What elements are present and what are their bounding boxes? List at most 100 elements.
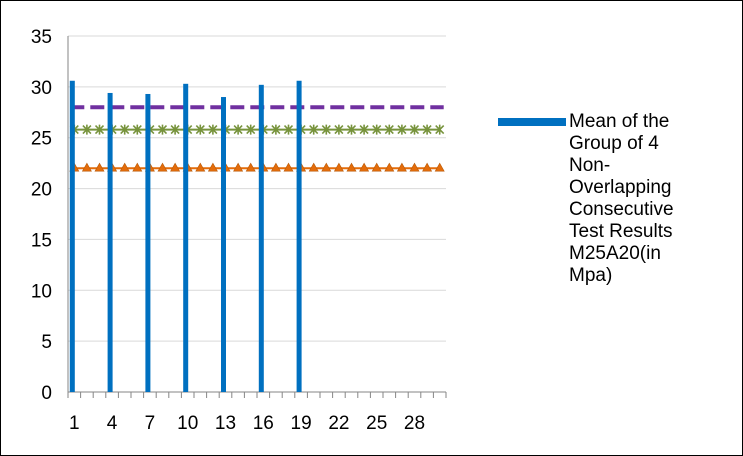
triangle-marker bbox=[245, 162, 256, 172]
triangle-marker bbox=[157, 162, 168, 172]
triangle-marker bbox=[434, 162, 445, 172]
legend-label-line: Group of 4 bbox=[569, 133, 659, 154]
x-tick-label: 25 bbox=[366, 413, 387, 434]
legend-label-line: Test Results bbox=[569, 221, 673, 242]
star-marker bbox=[283, 124, 294, 135]
star-marker-shape bbox=[132, 124, 142, 135]
star-marker-shape bbox=[157, 124, 168, 135]
star-marker bbox=[132, 124, 142, 135]
star-marker bbox=[435, 124, 445, 135]
legend-label: Mean of the Group of 4 Non- Overlapping Cons… bbox=[569, 111, 719, 287]
star-marker bbox=[321, 124, 331, 135]
triangle-marker bbox=[409, 162, 420, 172]
triangle-marker bbox=[308, 162, 319, 172]
star-marker bbox=[94, 124, 105, 135]
y-tick-label: 20 bbox=[31, 180, 52, 201]
star-marker-shape bbox=[309, 124, 319, 135]
x-tick-label: 28 bbox=[404, 413, 425, 434]
legend-swatch bbox=[498, 118, 566, 126]
star-marker-shape bbox=[346, 124, 357, 135]
star-marker-shape bbox=[195, 124, 205, 135]
y-tick-label: 15 bbox=[31, 230, 52, 251]
x-tick-label: 4 bbox=[107, 413, 118, 434]
x-tick-label: 22 bbox=[328, 413, 349, 434]
star-marker-shape bbox=[82, 124, 92, 135]
star-marker-shape bbox=[120, 124, 130, 135]
triangle-marker bbox=[270, 162, 281, 172]
triangle-marker bbox=[384, 162, 395, 172]
triangle-marker bbox=[422, 162, 433, 172]
star-marker bbox=[309, 124, 319, 135]
star-marker bbox=[397, 124, 407, 135]
triangle-marker bbox=[132, 162, 143, 172]
star-marker-shape bbox=[409, 124, 420, 135]
star-marker bbox=[409, 124, 420, 135]
y-tick-label: 30 bbox=[31, 78, 52, 99]
legend-label-line: Consecutive bbox=[569, 199, 674, 220]
star-marker-shape bbox=[334, 124, 344, 135]
triangle-marker bbox=[333, 162, 344, 172]
star-marker-shape bbox=[246, 124, 256, 135]
y-tick-label: 5 bbox=[41, 332, 52, 353]
star-marker bbox=[157, 124, 168, 135]
triangle-marker bbox=[359, 162, 370, 172]
star-marker bbox=[233, 124, 243, 135]
bar bbox=[221, 97, 226, 393]
triangle-marker bbox=[371, 162, 382, 172]
star-marker bbox=[271, 124, 281, 135]
star-marker bbox=[422, 124, 432, 135]
star-marker bbox=[334, 124, 344, 135]
x-tick-label: 1 bbox=[69, 413, 80, 434]
legend-label-line: Mean of the bbox=[569, 111, 670, 132]
x-tick-label: 16 bbox=[253, 413, 274, 434]
x-tick-label: 19 bbox=[291, 413, 312, 434]
legend-label-line: Overlapping bbox=[569, 177, 672, 198]
star-marker bbox=[384, 124, 394, 135]
triangle-marker bbox=[283, 162, 294, 172]
star-marker bbox=[246, 124, 256, 135]
legend-label-line: M25A20(in bbox=[569, 243, 661, 264]
star-marker-shape bbox=[283, 124, 294, 135]
bar bbox=[69, 80, 75, 393]
legend-label-line: Non- bbox=[569, 155, 611, 176]
star-marker bbox=[359, 124, 369, 135]
triangle-marker bbox=[207, 162, 218, 172]
star-marker-shape bbox=[422, 124, 432, 135]
bar bbox=[183, 83, 189, 392]
y-tick-label: 35 bbox=[31, 27, 52, 48]
star-marker-shape bbox=[94, 124, 105, 135]
legend-label-line: Mpa) bbox=[569, 265, 613, 286]
triangle-marker bbox=[119, 162, 130, 172]
triangle-marker bbox=[233, 162, 244, 172]
star-marker bbox=[195, 124, 205, 135]
star-marker-shape bbox=[170, 124, 180, 135]
triangle-marker bbox=[321, 162, 332, 172]
star-marker-shape bbox=[359, 124, 369, 135]
bar bbox=[107, 92, 113, 393]
y-tick-label: 10 bbox=[31, 281, 52, 302]
star-marker bbox=[372, 124, 382, 135]
star-marker bbox=[120, 124, 130, 135]
bar bbox=[145, 93, 151, 392]
triangle-marker bbox=[195, 162, 206, 172]
triangle-marker bbox=[94, 162, 105, 172]
triangle-marker bbox=[346, 162, 357, 172]
star-marker bbox=[82, 124, 92, 135]
y-tick-label: 0 bbox=[41, 383, 52, 404]
star-marker-shape bbox=[271, 124, 281, 135]
x-tick-label: 13 bbox=[215, 413, 236, 434]
x-tick-label: 7 bbox=[145, 413, 156, 434]
star-marker-shape bbox=[372, 124, 382, 135]
star-marker-shape bbox=[435, 124, 445, 135]
star-marker-shape bbox=[233, 124, 243, 135]
star-marker-shape bbox=[384, 124, 394, 135]
triangle-marker bbox=[170, 162, 181, 172]
triangle-marker bbox=[81, 162, 92, 172]
bar bbox=[258, 84, 264, 392]
triangle-marker bbox=[396, 162, 407, 172]
star-marker-shape bbox=[397, 124, 407, 135]
x-tick-label: 10 bbox=[177, 413, 198, 434]
star-marker bbox=[208, 124, 218, 135]
